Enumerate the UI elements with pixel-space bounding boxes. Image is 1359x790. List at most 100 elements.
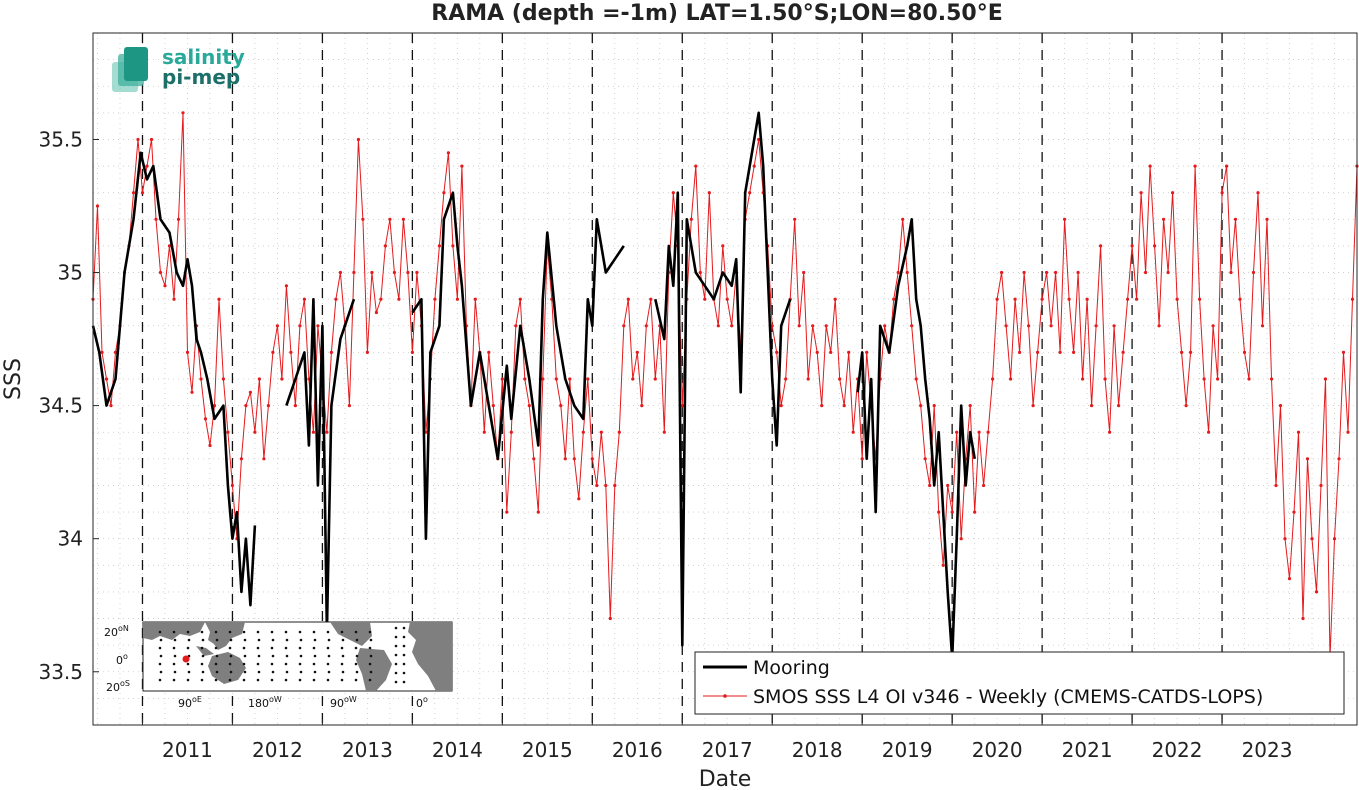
smos-point bbox=[1022, 270, 1026, 275]
mooring-dot bbox=[215, 670, 219, 674]
smos-point bbox=[446, 151, 450, 155]
smos-point bbox=[779, 404, 783, 408]
smos-point bbox=[1265, 217, 1269, 221]
mooring-dot bbox=[186, 646, 190, 650]
mooring-dot bbox=[341, 654, 345, 658]
smos-point bbox=[176, 217, 181, 221]
x-tick-label: 2015 bbox=[522, 738, 573, 762]
smos-point bbox=[1269, 377, 1274, 381]
smos-point bbox=[437, 244, 441, 248]
smos-point bbox=[505, 510, 509, 514]
map-lon-180w: 180oW bbox=[248, 695, 282, 710]
smos-point bbox=[851, 430, 855, 434]
smos-point bbox=[725, 297, 729, 301]
smos-point bbox=[1117, 404, 1121, 408]
mooring-dot bbox=[256, 662, 260, 666]
smos-point bbox=[271, 350, 275, 354]
smos-point bbox=[532, 457, 536, 461]
smos-point bbox=[1081, 377, 1085, 381]
land-north-america bbox=[330, 622, 372, 646]
smos-point bbox=[644, 324, 648, 328]
smos-point bbox=[226, 430, 230, 434]
mooring-dot bbox=[228, 630, 232, 634]
smos-point bbox=[793, 217, 797, 221]
smos-point bbox=[104, 377, 109, 381]
smos-point bbox=[968, 404, 972, 408]
mooring-dot bbox=[229, 670, 233, 674]
smos-point bbox=[1278, 404, 1283, 408]
smos-point bbox=[1229, 270, 1233, 275]
map-lat-0: 0o bbox=[116, 652, 128, 667]
mooring-dot bbox=[200, 662, 204, 666]
mooring-dot bbox=[341, 670, 345, 674]
mooring-dot bbox=[312, 630, 316, 634]
mooring-locations bbox=[158, 626, 406, 684]
smos-point bbox=[1283, 537, 1287, 541]
smos-point bbox=[671, 191, 675, 195]
smos-point bbox=[1310, 537, 1314, 541]
smos-point bbox=[986, 430, 990, 434]
mooring-dot bbox=[242, 646, 246, 650]
smos-point bbox=[1108, 430, 1112, 434]
smos-point bbox=[1067, 297, 1071, 301]
mooring-dot bbox=[285, 654, 289, 658]
mooring-dot bbox=[402, 680, 406, 684]
smos-point bbox=[158, 270, 163, 275]
smos-point bbox=[397, 297, 401, 301]
mooring-dot bbox=[158, 630, 162, 634]
smos-point bbox=[1233, 217, 1238, 221]
smos-point bbox=[815, 350, 819, 354]
smos-point bbox=[617, 430, 621, 434]
smos-point bbox=[1144, 270, 1148, 275]
smos-point bbox=[991, 377, 995, 381]
smos-point bbox=[1153, 244, 1157, 248]
mooring-dot bbox=[257, 638, 261, 642]
smos-point bbox=[347, 404, 351, 408]
smos-point bbox=[698, 270, 702, 275]
mooring-dot bbox=[242, 630, 246, 634]
plot-frame bbox=[92, 32, 1358, 726]
smos-point bbox=[730, 324, 734, 328]
smos-point bbox=[622, 324, 626, 328]
smos-point bbox=[820, 404, 824, 408]
mooring-dot bbox=[200, 678, 204, 682]
logo-wave-front bbox=[124, 47, 148, 81]
smos-point bbox=[1148, 164, 1152, 168]
mooring-dot bbox=[312, 646, 316, 650]
smos-point bbox=[1175, 297, 1179, 301]
mooring-dot bbox=[200, 646, 204, 650]
mooring-dot bbox=[214, 678, 218, 682]
map-land bbox=[143, 622, 452, 691]
smos-point bbox=[959, 537, 963, 541]
mooring-dot bbox=[354, 630, 358, 634]
smos-point bbox=[1274, 483, 1278, 488]
mooring-dot bbox=[312, 678, 316, 682]
mooring-dot bbox=[172, 662, 176, 666]
smos-point bbox=[1337, 457, 1341, 461]
mooring-dot bbox=[173, 638, 177, 642]
smos-point bbox=[721, 244, 725, 248]
smos-point bbox=[1184, 404, 1188, 408]
smos-point bbox=[1323, 377, 1328, 381]
mooring-dot bbox=[313, 638, 317, 642]
smos-point bbox=[536, 510, 540, 514]
mooring-dot bbox=[256, 678, 260, 682]
mooring-dot bbox=[355, 638, 359, 642]
mooring-dot bbox=[229, 654, 233, 658]
smos-point bbox=[514, 324, 518, 328]
smos-point bbox=[892, 297, 896, 301]
map-lon-0: 0o bbox=[416, 695, 428, 710]
smos-point bbox=[266, 404, 270, 408]
x-tick-label: 2019 bbox=[882, 738, 933, 762]
mooring-dot bbox=[327, 638, 331, 642]
smos-point bbox=[518, 297, 522, 301]
smos-point bbox=[1207, 430, 1211, 434]
mooring-dot bbox=[312, 662, 316, 666]
smos-point bbox=[680, 404, 684, 408]
smos-point bbox=[298, 324, 302, 328]
smos-point bbox=[559, 404, 563, 408]
smos-point bbox=[230, 483, 234, 488]
mooring-dot bbox=[284, 678, 288, 682]
series-line-smos bbox=[92, 112, 1358, 659]
